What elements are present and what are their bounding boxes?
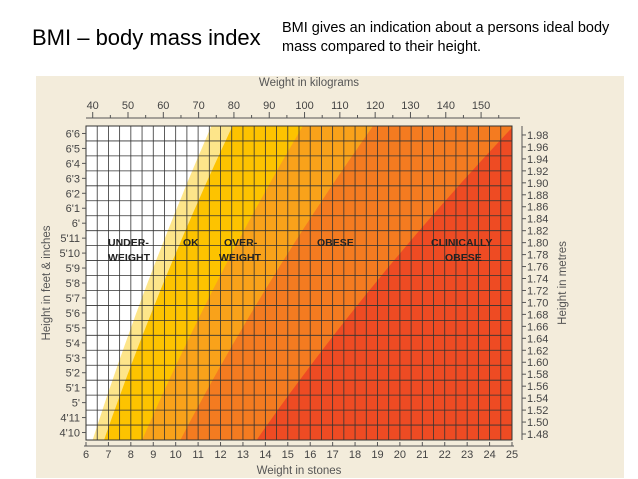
x-tick-stones: 14: [259, 449, 271, 461]
zone-underweight: [86, 126, 212, 440]
y-tick-feet: 6'3: [66, 173, 80, 185]
y-tick-metres: 1.60: [527, 357, 548, 369]
y-tick-metres: 1.52: [527, 405, 548, 417]
y-tick-metres: 1.68: [527, 309, 548, 321]
y-tick-metres: 1.56: [527, 381, 548, 393]
y-tick-metres: 1.80: [527, 238, 548, 250]
y-tick-feet: 5'10: [60, 248, 80, 260]
y-tick-metres: 1.88: [527, 190, 548, 202]
zone-label-obese: OBESE: [317, 237, 354, 249]
y-tick-feet: 4'11: [60, 413, 80, 425]
x-tick-kg: 50: [122, 100, 134, 112]
y-tick-metres: 1.62: [527, 345, 548, 357]
y-tick-metres: 1.48: [527, 429, 548, 441]
y-tick-metres: 1.86: [527, 202, 548, 214]
y-tick-feet: 6'4: [66, 158, 80, 170]
x-axis-top-title: Weight in kilograms: [259, 77, 359, 89]
x-tick-stones: 22: [439, 449, 451, 461]
zone-label-overweight: OVER-: [224, 237, 258, 249]
x-tick-stones: 18: [349, 449, 361, 461]
y-tick-feet: 5'9: [66, 263, 80, 275]
y-axis-right-title: Height in metres: [557, 241, 569, 325]
x-tick-stones: 15: [282, 449, 294, 461]
x-tick-kg: 120: [366, 100, 384, 112]
y-tick-feet: 4'10: [60, 428, 80, 440]
y-tick-metres: 1.74: [527, 274, 548, 286]
x-tick-stones: 19: [371, 449, 383, 461]
zone-label-ok: OK: [183, 237, 199, 249]
x-tick-stones: 13: [237, 449, 249, 461]
zone-label-clinically-obese: OBESE: [445, 252, 482, 264]
y-tick-feet: 5'8: [66, 278, 80, 290]
y-tick-metres: 1.94: [527, 154, 548, 166]
bmi-chart-panel: 40 50 60 70 80 90 100 110 120 130 140 150 Weight in …: [36, 76, 624, 478]
x-tick-stones: 25: [506, 449, 518, 461]
zone-label-underweight: UNDER-: [108, 237, 149, 249]
y-tick-metres: 1.72: [527, 285, 548, 297]
x-tick-kg: 130: [401, 100, 419, 112]
y-tick-feet: 5'2: [66, 368, 80, 380]
y-tick-feet: 5'11: [60, 233, 80, 245]
y-tick-metres: 1.66: [527, 321, 548, 333]
y-tick-feet: 6'2: [66, 188, 80, 200]
x-tick-stones: 9: [150, 449, 156, 461]
x-tick-stones: 10: [170, 449, 182, 461]
x-tick-stones: 7: [105, 449, 111, 461]
x-axis-bottom-title: Weight in stones: [257, 465, 342, 477]
x-tick-stones: 8: [128, 449, 134, 461]
y-axis-left-title: Height in feet & inches: [41, 225, 53, 340]
y-tick-feet: 5': [72, 398, 80, 410]
x-tick-kg: 90: [263, 100, 275, 112]
y-tick-metres: 1.76: [527, 262, 548, 274]
x-tick-kg: 110: [331, 100, 349, 112]
zone-label-clinically-obese: CLINICALLY: [431, 237, 492, 249]
y-tick-metres: 1.50: [527, 417, 548, 429]
y-tick-feet: 6': [72, 218, 80, 230]
x-tick-kg: 150: [472, 100, 490, 112]
x-tick-stones: 23: [461, 449, 473, 461]
zone-label-overweight: WEIGHT: [219, 252, 262, 264]
y-tick-metres: 1.70: [527, 297, 548, 309]
y-tick-metres: 1.90: [527, 178, 548, 190]
y-tick-feet: 6'5: [66, 143, 80, 155]
x-tick-stones: 21: [416, 449, 428, 461]
y-tick-feet: 5'3: [66, 353, 80, 365]
y-tick-feet: 6'1: [66, 203, 80, 215]
x-tick-kg: 80: [228, 100, 240, 112]
y-tick-feet: 5'6: [66, 308, 80, 320]
bmi-zones: [86, 126, 512, 440]
y-tick-metres: 1.54: [527, 393, 548, 405]
y-tick-metres: 1.84: [527, 214, 548, 226]
y-tick-metres: 1.64: [527, 333, 548, 345]
y-tick-metres: 1.82: [527, 226, 548, 238]
y-tick-feet: 6'6: [66, 128, 80, 140]
y-tick-feet: 5'7: [66, 293, 80, 305]
y-tick-metres: 1.98: [527, 130, 548, 142]
zone-label-underweight: WEIGHT: [108, 252, 151, 264]
bmi-chart: 40 50 60 70 80 90 100 110 120 130 140 150 Weight in …: [41, 77, 569, 477]
y-tick-metres: 1.78: [527, 250, 548, 262]
y-tick-feet: 5'1: [66, 383, 80, 395]
slide-title: BMI – body mass index: [32, 25, 261, 50]
y-tick-metres: 1.96: [527, 142, 548, 154]
y-tick-metres: 1.58: [527, 369, 548, 381]
x-tick-kg: 70: [192, 100, 204, 112]
x-tick-stones: 16: [304, 449, 316, 461]
x-tick-kg: 40: [87, 100, 99, 112]
x-tick-kg: 140: [437, 100, 455, 112]
x-tick-stones: 20: [394, 449, 406, 461]
x-tick-stones: 6: [83, 449, 89, 461]
x-tick-kg: 100: [295, 100, 313, 112]
y-tick-metres: 1.92: [527, 166, 548, 178]
y-tick-feet: 5'5: [66, 323, 80, 335]
y-tick-feet: 5'4: [66, 338, 80, 350]
x-tick-stones: 17: [327, 449, 339, 461]
x-tick-kg: 60: [157, 100, 169, 112]
x-tick-stones: 24: [483, 449, 495, 461]
x-tick-stones: 12: [214, 449, 226, 461]
x-tick-stones: 11: [192, 449, 203, 461]
slide-note: BMI gives an indication about a persons …: [282, 20, 610, 55]
